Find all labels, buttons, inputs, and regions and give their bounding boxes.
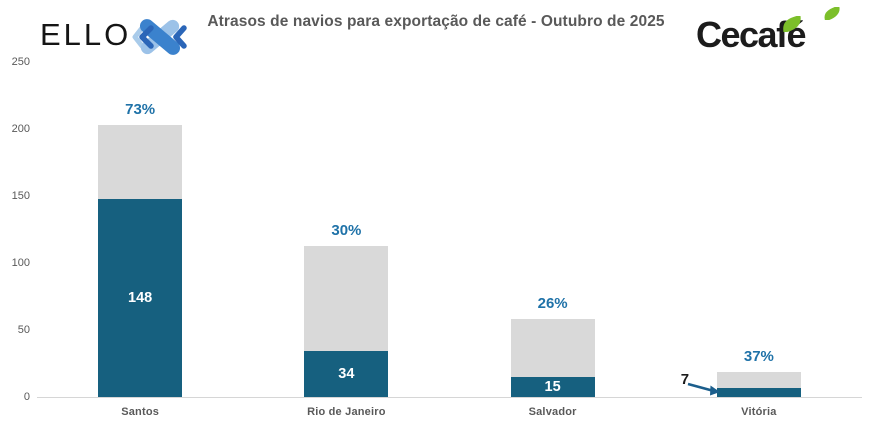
callout-arrow-icon	[686, 380, 720, 396]
bar-delayed-segment	[510, 376, 595, 397]
ellox-x-icon	[132, 19, 188, 55]
category-label: Vitória	[741, 406, 777, 418]
bar-delayed-segment	[716, 387, 801, 397]
category-label: Salvador	[528, 406, 577, 418]
percent-label: 37%	[743, 347, 774, 365]
ellox-logo-text: ELLO	[40, 17, 132, 52]
percent-label: 73%	[125, 100, 156, 118]
category-label: Santos	[121, 406, 160, 418]
y-tick-label: 250	[11, 55, 30, 68]
y-tick-label: 150	[11, 189, 30, 202]
x-axis-line	[37, 397, 862, 398]
chart-title: Atrasos de navios para exportação de caf…	[207, 13, 665, 30]
bar-delayed-segment	[304, 351, 389, 397]
category-label: Rio de Janeiro	[307, 406, 386, 418]
percent-label: 26%	[537, 295, 568, 313]
chart-header: ELLO Atrasos de navios para exportação d…	[0, 0, 872, 70]
bar-value-label: 15	[544, 378, 561, 395]
bar-value-label: 34	[338, 366, 355, 383]
y-tick-label: 0	[23, 390, 30, 403]
cecafe-logo: Cecafé	[696, 7, 861, 62]
y-tick-label: 50	[17, 323, 30, 336]
callout-label: 7	[680, 371, 690, 388]
percent-label: 30%	[331, 221, 362, 239]
y-tick-label: 200	[11, 122, 30, 135]
bar-delayed-segment	[98, 198, 183, 397]
y-tick-label: 100	[11, 256, 30, 269]
bar-value-label: 148	[128, 289, 153, 306]
ellox-logo: ELLO	[40, 8, 188, 62]
cecafe-accent-leaf-icon	[824, 7, 840, 20]
cecafe-leaf-icon	[783, 16, 801, 32]
